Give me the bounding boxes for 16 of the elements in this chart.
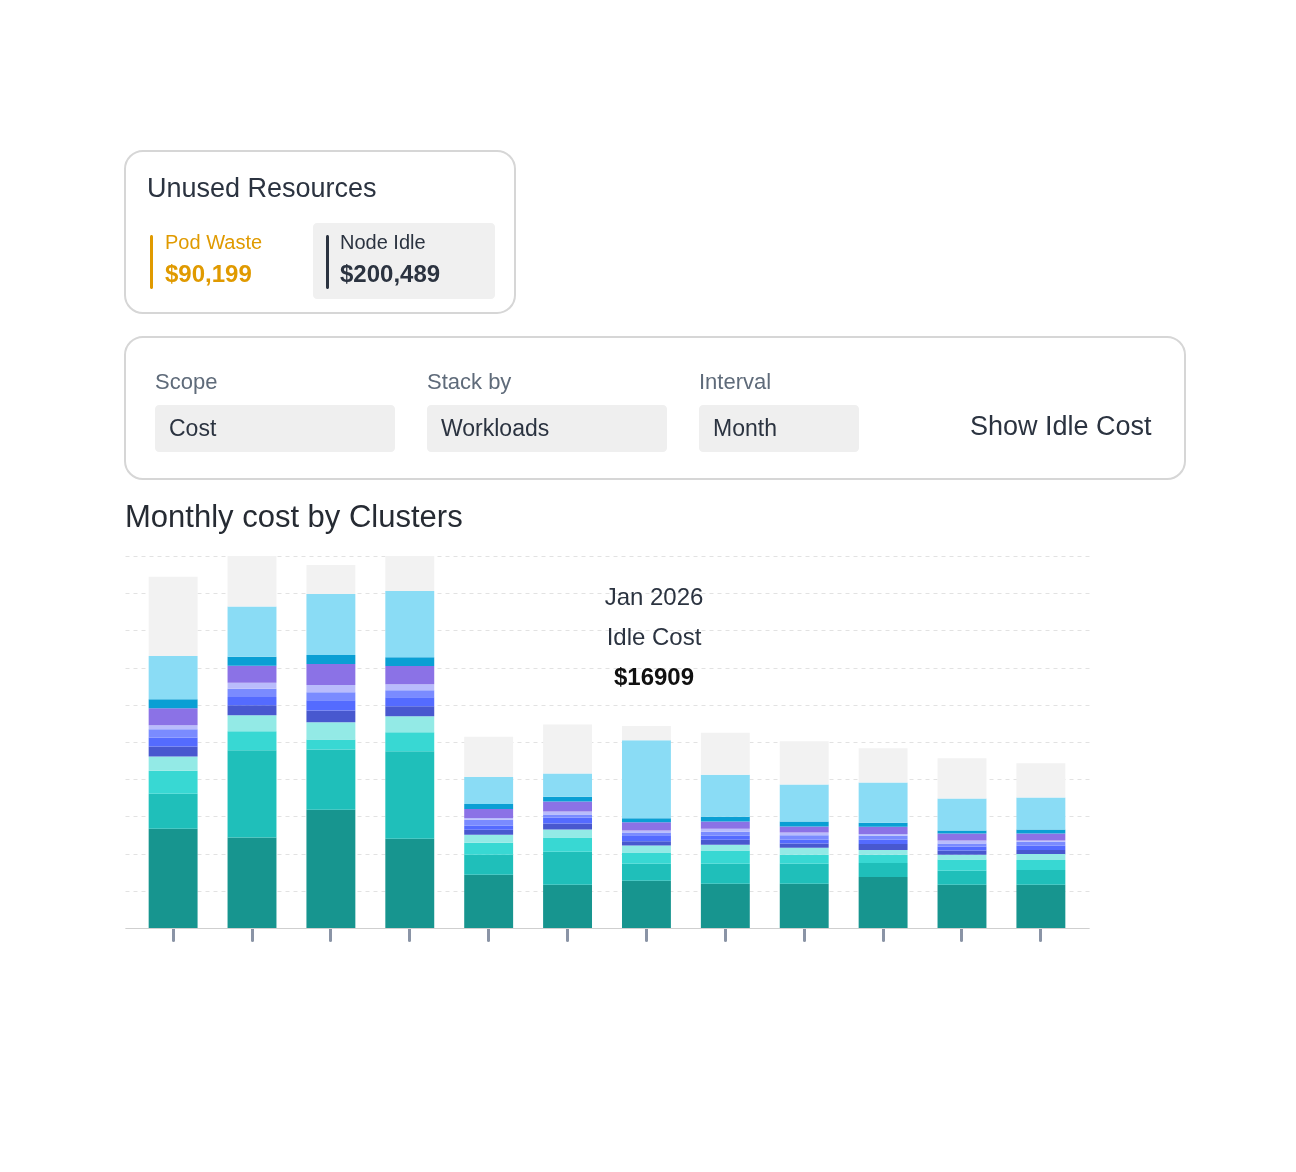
text: $200,489 xyxy=(340,260,441,287)
text: Stack by xyxy=(427,369,512,394)
text: Unused Resources xyxy=(147,173,377,203)
chart-title: Monthly cost by Clusters xyxy=(125,499,463,534)
text: $90,199 xyxy=(165,260,252,287)
text: Scope xyxy=(155,369,218,394)
annotation: $16909 xyxy=(613,663,695,690)
text: Show Idle Cost xyxy=(970,411,1153,441)
text: Cost xyxy=(169,415,217,441)
text: Month xyxy=(713,415,777,441)
text: Interval xyxy=(699,369,772,394)
annotation: Idle Cost xyxy=(606,623,702,650)
text: Node Idle xyxy=(340,231,426,253)
text: Pod Waste xyxy=(165,231,263,253)
annotation: Jan 2026 xyxy=(604,583,704,610)
text: Workloads xyxy=(441,415,550,441)
